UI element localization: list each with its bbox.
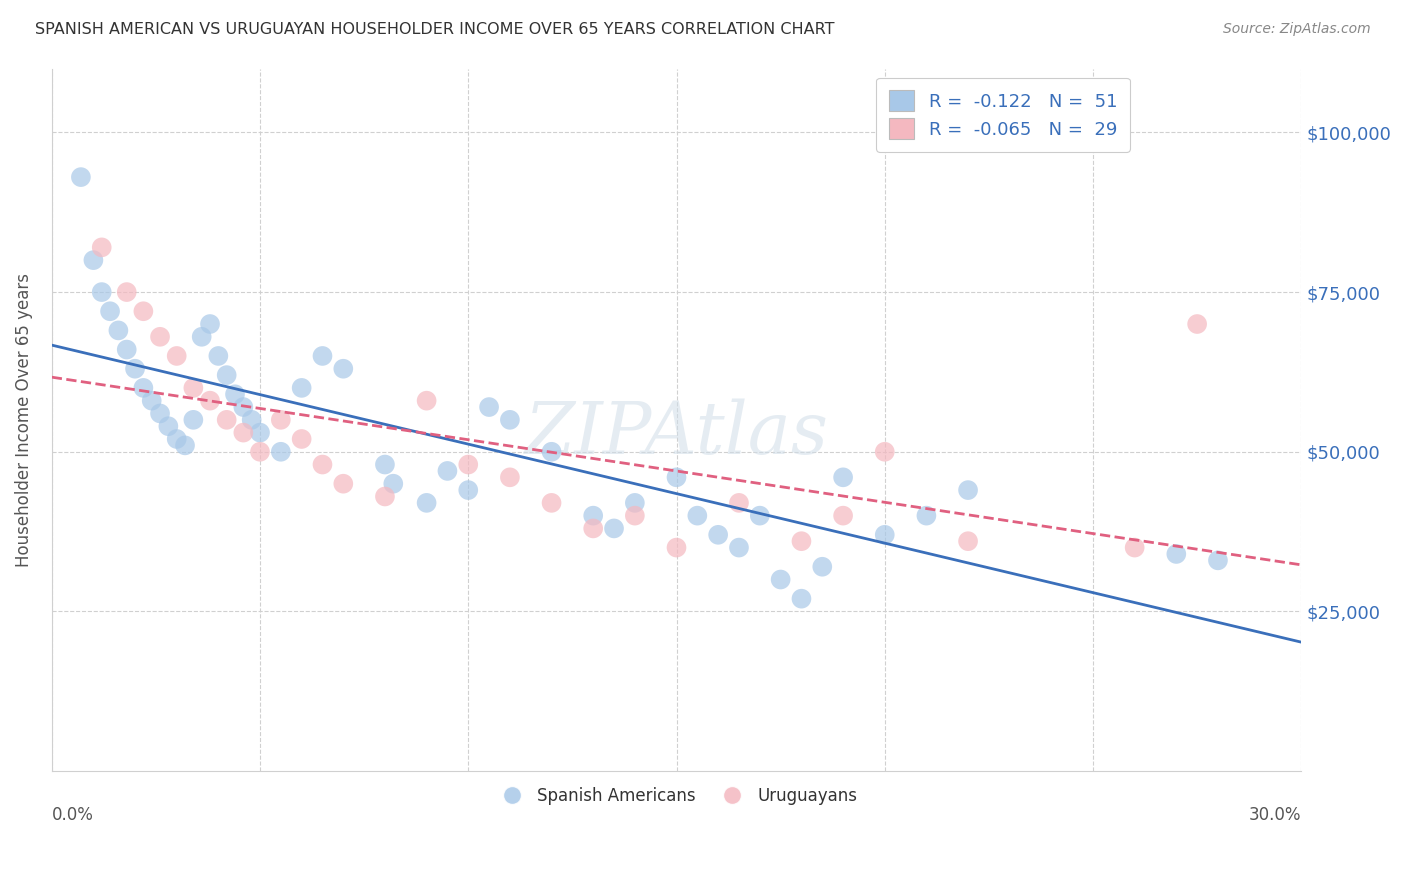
Text: 30.0%: 30.0% [1249,806,1302,824]
Point [374,490,396,504]
Point [166,349,188,363]
Point [415,393,437,408]
Point [311,458,333,472]
Point [603,521,626,535]
Point [82,253,104,268]
Point [98,304,121,318]
Point [132,304,155,318]
Point [728,541,751,555]
Point [665,470,688,484]
Point [224,387,246,401]
Point [499,470,522,484]
Point [183,381,205,395]
Point [149,406,172,420]
Point [811,559,834,574]
Point [70,170,93,185]
Point [141,393,163,408]
Point [873,444,896,458]
Point [207,349,229,363]
Point [707,528,730,542]
Point [582,508,605,523]
Point [728,496,751,510]
Point [478,400,501,414]
Point [157,419,180,434]
Point [190,330,212,344]
Text: Source: ZipAtlas.com: Source: ZipAtlas.com [1223,22,1371,37]
Point [90,285,112,299]
Point [311,349,333,363]
Point [215,368,238,383]
Point [232,425,254,440]
Point [957,483,980,497]
Point [174,438,197,452]
Point [499,413,522,427]
Point [215,413,238,427]
Point [291,432,314,446]
Point [291,381,314,395]
Point [249,425,271,440]
Point [270,413,292,427]
Text: ZIPAtlas: ZIPAtlas [524,399,828,469]
Point [1185,317,1208,331]
Point [582,521,605,535]
Point [107,323,129,337]
Point [249,444,271,458]
Point [790,591,813,606]
Point [1123,541,1146,555]
Point [332,476,354,491]
Point [198,317,221,331]
Point [132,381,155,395]
Point [1166,547,1188,561]
Point [232,400,254,414]
Point [665,541,688,555]
Point [332,361,354,376]
Point [240,413,263,427]
Point [115,285,138,299]
Point [198,393,221,408]
Point [115,343,138,357]
Point [540,496,562,510]
Point [873,528,896,542]
Point [832,470,855,484]
Point [183,413,205,427]
Point [540,444,562,458]
Point [149,330,172,344]
Point [166,432,188,446]
Point [457,483,479,497]
Point [686,508,709,523]
Legend: Spanish Americans, Uruguayans: Spanish Americans, Uruguayans [489,780,865,812]
Text: SPANISH AMERICAN VS URUGUAYAN HOUSEHOLDER INCOME OVER 65 YEARS CORRELATION CHART: SPANISH AMERICAN VS URUGUAYAN HOUSEHOLDE… [35,22,835,37]
Point [374,458,396,472]
Point [748,508,770,523]
Point [832,508,855,523]
Point [790,534,813,549]
Point [624,496,647,510]
Point [624,508,647,523]
Point [270,444,292,458]
Y-axis label: Householder Income Over 65 years: Householder Income Over 65 years [15,273,32,566]
Point [457,458,479,472]
Point [1206,553,1229,567]
Point [90,240,112,254]
Point [915,508,938,523]
Point [124,361,146,376]
Point [769,573,792,587]
Point [436,464,458,478]
Point [957,534,980,549]
Text: 0.0%: 0.0% [52,806,94,824]
Point [415,496,437,510]
Point [382,476,405,491]
